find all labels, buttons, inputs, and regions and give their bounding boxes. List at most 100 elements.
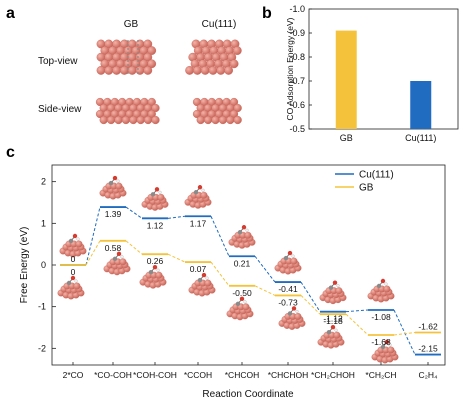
plot-frame-b	[308, 8, 459, 130]
adsorbate-snapshot	[57, 275, 85, 300]
col-header-gb: GB	[124, 19, 139, 30]
atom	[224, 66, 234, 75]
energy-value-label: -2.15	[418, 344, 438, 354]
atom	[208, 66, 218, 75]
atom	[144, 115, 153, 125]
atom	[233, 103, 242, 113]
legend-label-gb: GB	[359, 183, 374, 194]
x-tick-label-b: GB	[340, 133, 353, 143]
connector	[85, 240, 101, 266]
atom	[112, 66, 122, 75]
adsorbate-snapshot	[367, 278, 395, 303]
atom	[218, 115, 228, 125]
adsorbate-snapshot	[99, 175, 127, 200]
adsorbate-snapshot	[317, 324, 345, 349]
atom	[229, 97, 239, 107]
grain-boundary-marker	[127, 40, 139, 74]
connector	[393, 309, 416, 355]
row-label-top-view: Top-view	[38, 56, 78, 67]
panel-a: GB Cu(111) Top-view Side-view	[38, 19, 242, 125]
atom	[151, 103, 160, 113]
connector	[300, 295, 321, 315]
panel-label-b: b	[262, 5, 272, 22]
y-tick-label-b: -0.7	[289, 76, 305, 86]
y-tick-label-c: 2	[41, 177, 46, 187]
atom	[96, 66, 106, 75]
energy-value-label: -1.12	[323, 314, 343, 324]
adsorbate-snapshot	[226, 296, 254, 321]
y-tick-label-b: -1.0	[289, 4, 305, 14]
atom	[229, 109, 239, 119]
panel-c-energy-diagram: Free Energy (eV) Reaction Coordinate -2 -…	[19, 164, 446, 400]
y-tick-label-c: -1	[38, 302, 46, 312]
atom	[127, 66, 137, 75]
adsorbate-snapshot	[184, 185, 212, 209]
connector	[345, 313, 369, 336]
atom	[129, 115, 138, 125]
adsorbate-snapshot	[59, 233, 87, 258]
adsorbate-snapshot	[371, 339, 399, 364]
atom	[232, 46, 242, 55]
atom	[143, 52, 153, 62]
energy-value-label: -1.62	[418, 322, 438, 332]
bar-cu111	[410, 81, 432, 129]
bar-gb	[335, 30, 357, 130]
y-tick-label-b: -0.5	[289, 124, 305, 134]
atom	[192, 66, 202, 75]
atom	[143, 66, 153, 75]
atom	[200, 66, 210, 75]
energy-value-label: 0.26	[147, 256, 164, 266]
x-tick-label-c: *CO-COH	[94, 370, 132, 380]
energy-value-label: 0	[71, 267, 76, 277]
energy-value-label: -0.41	[278, 284, 298, 294]
atom	[114, 115, 123, 125]
x-tick-label-c: *CH₂CHOH	[311, 370, 355, 380]
y-tick-label-c: -2	[38, 343, 46, 353]
energy-value-label: 1.17	[190, 218, 207, 228]
atomic-slab-images	[95, 39, 242, 125]
atom	[136, 115, 145, 125]
row-label-side-view: Side-view	[38, 104, 82, 115]
adsorbate-snapshot	[141, 187, 169, 211]
energy-value-label: 0.58	[105, 243, 122, 253]
x-tick-label-c: *CHCOH	[225, 370, 259, 380]
atom	[216, 66, 226, 75]
atom	[147, 46, 157, 55]
panel-b-bar-chart: CO Adsorption Energy (eV) -1.0 -0.9 -0.8 -0…	[285, 4, 459, 143]
adsorbate-snapshot	[228, 225, 256, 249]
energy-value-label: 0.21	[234, 258, 251, 268]
adsorbate-snapshot	[319, 280, 347, 305]
adsorbate-snapshot	[103, 251, 131, 276]
y-axis-label-c: Free Energy (eV)	[19, 227, 30, 304]
adsorbate-snapshot	[188, 272, 216, 297]
atom	[151, 115, 160, 125]
energy-value-label: -0.73	[278, 297, 298, 307]
atom	[121, 115, 131, 125]
connector	[210, 261, 230, 287]
connector	[167, 253, 186, 263]
adsorbate-snapshot	[274, 250, 302, 275]
adsorbate-snapshot	[139, 264, 167, 289]
atom	[211, 115, 220, 125]
series-cu111: 0 1.39 1.12 1.17 0.21 -0.41 -1.12 -1.08 -2.15	[60, 206, 441, 356]
connector	[254, 285, 276, 296]
energy-value-label: -1.68	[371, 337, 391, 347]
atom	[233, 115, 242, 125]
atom	[135, 66, 145, 75]
atom	[147, 97, 156, 107]
x-tick-label-c: *CHCHOH	[268, 370, 309, 380]
y-tick-label-b: -0.6	[289, 100, 305, 110]
adsorbate-snapshot	[278, 306, 306, 330]
energy-value-label: 0	[71, 254, 76, 264]
x-tick-label-c: *CCOH	[184, 370, 212, 380]
x-axis-label-c: Reaction Coordinate	[202, 389, 294, 400]
legend: Cu(111) GB	[335, 170, 394, 194]
slab-cu111-side	[192, 97, 242, 125]
atom	[99, 115, 108, 125]
connector	[393, 332, 416, 336]
connector	[254, 255, 276, 283]
legend-label-cu111: Cu(111)	[359, 170, 394, 181]
energy-value-label: 0.07	[190, 264, 207, 274]
y-tick-label-b: -0.8	[289, 52, 305, 62]
